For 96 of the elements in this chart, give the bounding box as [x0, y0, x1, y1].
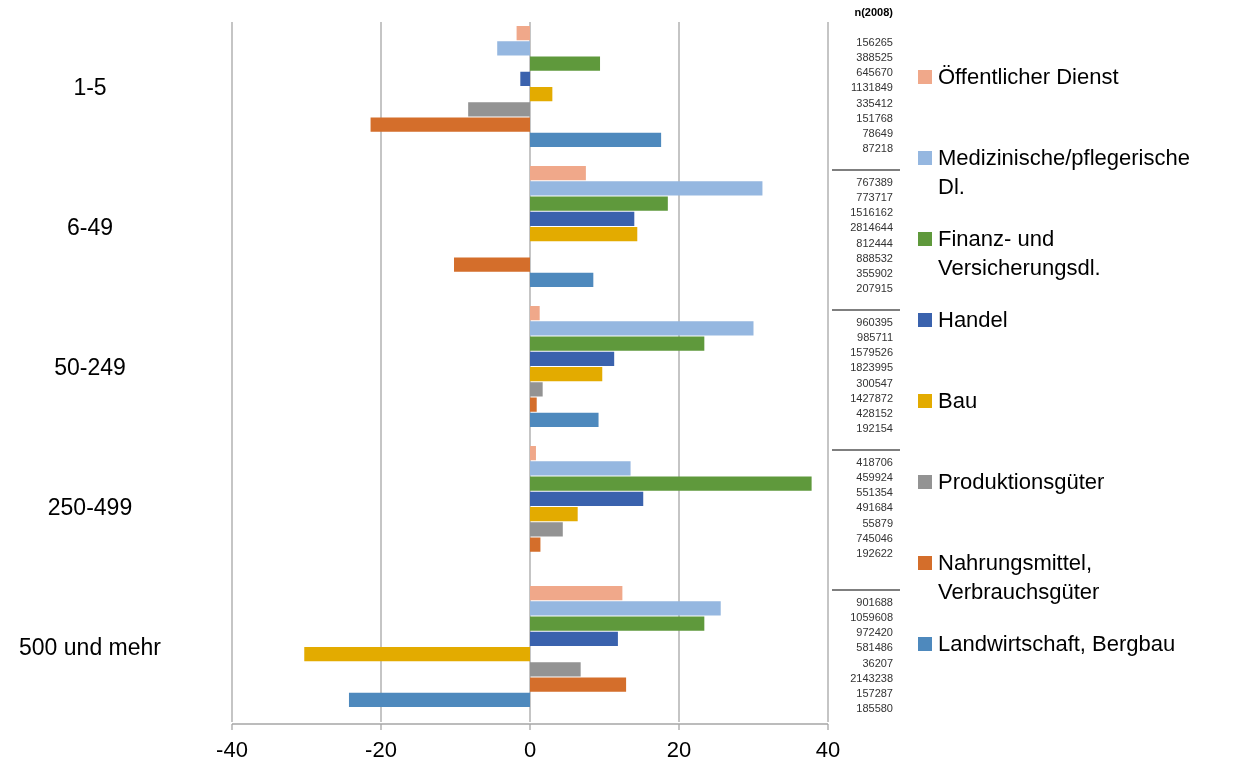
bar [530, 306, 540, 321]
y-tick-label: 50-249 [54, 354, 126, 380]
text: 1059608 [850, 610, 893, 623]
bar [530, 461, 631, 476]
bar [530, 336, 705, 351]
bar [530, 476, 812, 491]
bar [497, 41, 530, 56]
legend-label: Bau [938, 388, 978, 413]
text: 36207 [862, 656, 893, 669]
bar [530, 412, 599, 427]
x-tick-label: -40 [216, 737, 248, 762]
bar [530, 132, 662, 147]
legend-label: Handel [938, 307, 1008, 332]
text: 1516162 [850, 206, 893, 219]
bar [530, 601, 721, 616]
text: 1579526 [850, 346, 893, 359]
bar [530, 631, 618, 646]
text: 157287 [856, 687, 893, 700]
x-tick-label: -20 [365, 737, 397, 762]
bar [520, 71, 530, 86]
bar [530, 166, 586, 181]
text: 459924 [856, 470, 893, 483]
text: 185580 [856, 702, 893, 715]
text: 207915 [856, 282, 893, 295]
y-tick-label: 250-499 [47, 494, 133, 520]
text: 55879 [862, 516, 893, 529]
bar [530, 382, 543, 397]
x-tick-label: 20 [666, 737, 692, 762]
bar [530, 321, 754, 336]
x-tick-label: 40 [815, 737, 841, 762]
text: 355902 [856, 267, 893, 280]
bar [530, 586, 623, 601]
text: 972420 [856, 626, 893, 639]
y-tick-label: 1-5 [73, 74, 107, 100]
bar [530, 181, 763, 196]
bar [516, 26, 530, 41]
text: 192154 [856, 422, 893, 435]
y-tick-label: 6-49 [66, 214, 114, 240]
bar [530, 56, 601, 71]
text: n(2008) [854, 6, 894, 18]
legend-label: Finanz- und Versicherungsdl. [938, 226, 1101, 280]
bar [468, 102, 530, 117]
bar [530, 677, 627, 692]
bar [348, 692, 530, 707]
bar [530, 491, 644, 506]
bar [530, 367, 603, 382]
bar [530, 507, 578, 522]
text: 192622 [856, 547, 893, 560]
text: 812444 [856, 236, 893, 249]
text: 960395 [856, 315, 893, 328]
bar [530, 397, 537, 412]
bar [530, 227, 638, 242]
text: 745046 [856, 531, 893, 544]
text: 581486 [856, 641, 893, 654]
text: 773717 [856, 190, 893, 203]
text: 388525 [856, 50, 893, 63]
text: 767389 [856, 175, 893, 188]
bar [530, 196, 668, 211]
y-tick-label: 500 und mehr [19, 634, 162, 660]
text: 645670 [856, 66, 893, 79]
bar [530, 616, 705, 631]
text: 985711 [857, 330, 893, 343]
legend-label: Landwirtschaft, Bergbau [938, 631, 1176, 656]
text: 2814644 [850, 221, 893, 234]
text: 551354 [856, 486, 893, 499]
bar [530, 272, 594, 287]
text: 300547 [856, 376, 893, 389]
bar [454, 257, 530, 272]
bar [530, 522, 563, 537]
bar [370, 117, 530, 132]
bar [530, 351, 615, 366]
text: 888532 [856, 251, 893, 264]
text: 151768 [856, 111, 893, 124]
bar [530, 662, 581, 677]
text: 1823995 [850, 361, 893, 374]
text: 2143238 [850, 671, 893, 684]
bar [530, 87, 553, 102]
text: 1131849 [850, 81, 893, 94]
bar [304, 647, 530, 662]
text: 335412 [856, 96, 893, 109]
text: 1427872 [850, 391, 893, 404]
bar [530, 211, 635, 226]
text: 156265 [856, 35, 893, 48]
text: 901688 [856, 595, 893, 608]
legend-label: Produktionsgüter [938, 469, 1105, 494]
bar [530, 537, 541, 552]
legend-label: Öffentlicher Dienst [938, 64, 1119, 89]
legend-label: Nahrungsmittel, Verbrauchsgüter [938, 550, 1100, 604]
text: 87218 [862, 142, 893, 155]
text: 418706 [856, 455, 893, 468]
text: 428152 [856, 407, 893, 420]
bar [530, 446, 536, 461]
text: 78649 [862, 127, 893, 140]
text: 491684 [856, 501, 893, 514]
x-tick-label: 0 [523, 737, 537, 762]
legend-label: Medizinische/pflegerische Dl. [938, 145, 1190, 199]
